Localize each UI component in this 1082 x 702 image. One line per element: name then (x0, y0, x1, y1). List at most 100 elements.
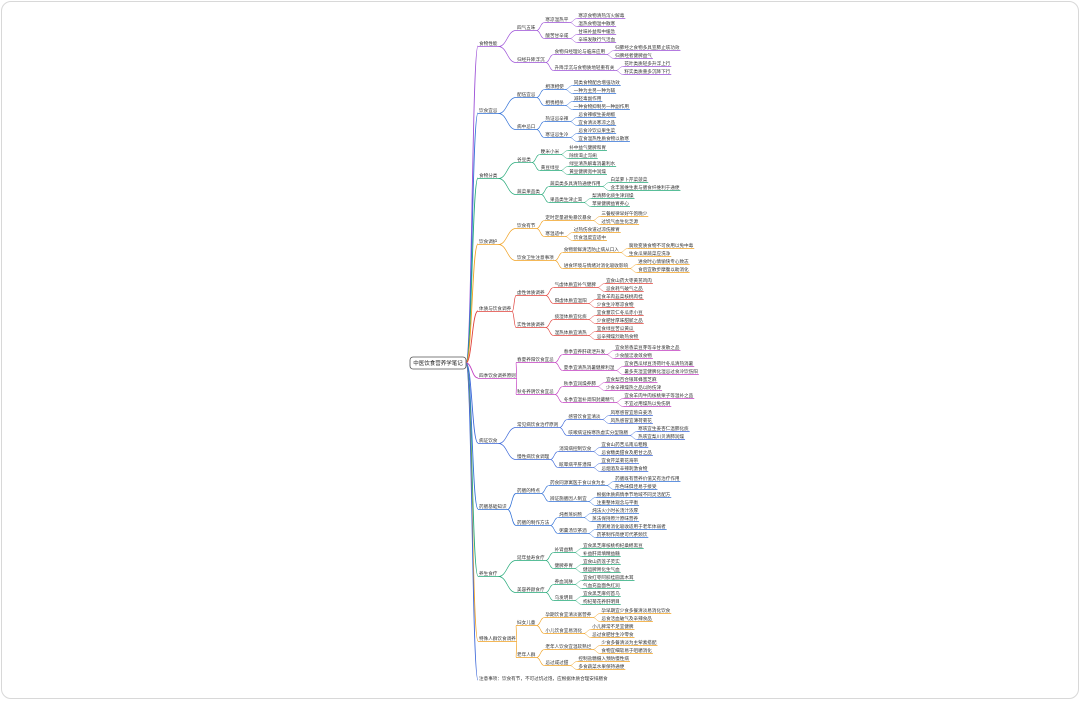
node-label: 宜食羊肉牛肉核桃栗子等温补之品 (624, 392, 693, 399)
node-label: 食物归经理论与临床应用 (555, 48, 606, 55)
node-label: 健运脾胃化生气血 (583, 566, 620, 573)
node-label: 归脾经者健脾益气 (615, 52, 652, 59)
connector (587, 331, 596, 336)
node-label: 孕期饮食宜清淡富营养 (545, 611, 591, 618)
node-label: 升降浮沉与食物质地轻重有关 (555, 64, 615, 71)
connector (550, 459, 559, 468)
connector (515, 378, 518, 395)
connector (560, 154, 569, 159)
node-label: 苹果健脾益胃养心 (592, 200, 629, 207)
connector (498, 162, 517, 179)
node-label: 补肾益精 (555, 546, 574, 553)
node-label: 风热感冒宜薄荷菊花 (611, 417, 653, 424)
node-label: 老年人群 (517, 651, 536, 658)
connector (536, 22, 545, 31)
node-label: 炖煮蒸焖熬 (559, 511, 582, 518)
node-label: 不宜过用燥热以免伤阴 (624, 400, 670, 407)
connector (573, 564, 582, 569)
connector (498, 576, 517, 593)
node-label: 花叶类质轻多升浮上行 (624, 60, 670, 67)
connector (498, 178, 517, 195)
connector (540, 186, 550, 195)
node-label: 白菜萝卜芹菜菠菜 (611, 176, 648, 183)
node-label: 秋季宜润燥养肺 (564, 380, 597, 387)
footer-note: 注意事项：饮食有节，不可过饥过饱，应根据体质合理安排膳食 (479, 675, 608, 682)
node-label: 辛味发散行气活血 (578, 36, 615, 43)
connector (592, 613, 601, 618)
connector (564, 89, 573, 94)
connector (569, 34, 578, 39)
connector (564, 85, 573, 90)
connector (601, 419, 610, 424)
connector (560, 150, 569, 155)
connector (592, 617, 601, 622)
connector (507, 493, 517, 510)
node-label: 少食生冷寒凉食物 (597, 301, 634, 308)
node-label: 酸苦甘辛咸 (545, 32, 568, 39)
node-label: 饮食调护 (479, 238, 498, 245)
connector (545, 295, 554, 304)
connector (531, 154, 540, 163)
node-label: 药茶制作简便可代茶频饮 (597, 531, 648, 538)
node-label: 四季饮食调养原则 (479, 372, 516, 379)
node-label: 忌辛辣燥烈助热食物 (597, 333, 639, 340)
node-label: 宜食红枣阿胶桂圆黑木耳 (583, 574, 634, 581)
connector (564, 101, 573, 106)
connector (573, 568, 582, 573)
connector (554, 260, 563, 269)
node-label: 炖法火小时长汤汁浓厚 (592, 507, 638, 514)
node-label: 粳米小米 (541, 148, 560, 155)
node-label: 春夏养阳饮食宜忌 (517, 356, 554, 363)
node-label: 粥羹汤饮茶酒 (559, 527, 587, 534)
connector (560, 170, 569, 175)
connector (587, 529, 596, 534)
connector (592, 467, 601, 472)
node-label: 宜食梨百合银耳蜂蜜芝麻 (606, 376, 657, 383)
node-label: 忌过食肥甘生冷零食 (592, 631, 634, 638)
node-label: 进食时心情愉快专心致志 (638, 258, 689, 265)
node-label: 减轻毒副作用 (574, 95, 602, 102)
connector (545, 62, 554, 71)
node-label: 籽实类质重多沉降下行 (624, 68, 670, 75)
connector (564, 105, 573, 110)
connector (573, 548, 582, 553)
connector (615, 402, 624, 407)
connector (619, 252, 628, 257)
node-label: 消渴病控制饮食 (559, 445, 592, 452)
node-label: 蔬菜类多具清热通便作用 (550, 180, 601, 187)
connector (498, 427, 517, 444)
connector (587, 335, 596, 340)
node-label: 形色味俱佳易于接受 (615, 483, 657, 490)
node-label: 宜食黑芝麻何首乌 (583, 590, 620, 597)
connector (515, 362, 518, 379)
node-label: 痰湿体质宜化痰 (555, 313, 588, 320)
node-label: 暑多夹湿宜健脾化湿忌过食冷饮伤阳 (624, 368, 698, 375)
node-label: 宜食黑芝麻核桃枸杞桑椹黑豆 (583, 542, 643, 549)
connector (569, 18, 578, 23)
connector (583, 633, 592, 638)
node-label: 三餐规律早好午饱晚少 (601, 210, 647, 217)
node-label: 一种食物抑制另一种副作用 (574, 103, 630, 110)
connector (536, 89, 545, 98)
node-label: 忌食糖类甜食及肥甘之品 (601, 449, 652, 456)
node-label: 饮食有节 (517, 222, 536, 229)
node-label: 妇女儿童 (517, 619, 536, 626)
node-label: 蔬菜果品类 (517, 188, 540, 195)
node-label: 定时定量避免暴饮暴食 (545, 214, 591, 221)
node-label: 食后宜散步摩腹以助消化 (638, 266, 689, 273)
connector (573, 600, 582, 605)
connector (583, 513, 592, 518)
node-label: 寒凉温热平 (545, 16, 568, 23)
node-label: 腐败变质食物不可食用以免中毒 (629, 242, 694, 249)
node-label: 气血充盈面色红润 (583, 582, 620, 589)
connector (596, 382, 605, 387)
connector (573, 596, 582, 601)
node-label: 药食同源寓医于食以食为主 (550, 479, 606, 486)
node-label: 体质与饮食调养 (479, 305, 512, 312)
connector (573, 580, 582, 585)
node-label: 食物分类 (479, 172, 498, 179)
connector (569, 665, 578, 670)
node-label: 少食酸涩收敛食物 (615, 352, 652, 359)
node-label: 眩晕病平肝潜阳 (559, 461, 592, 468)
